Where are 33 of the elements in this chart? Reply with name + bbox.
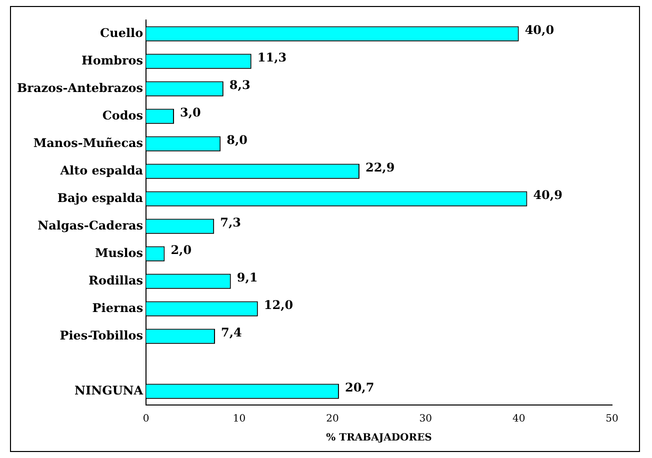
- data-label: 9,1: [236, 270, 258, 284]
- y-tick-label: Hombros: [82, 53, 144, 68]
- data-label: 22,9: [365, 160, 395, 174]
- y-tick-label: Manos-Muñecas: [33, 136, 144, 150]
- x-tick-label: 30: [419, 414, 432, 425]
- data-label: 8,0: [226, 132, 248, 147]
- y-tick-label: Bajo espalda: [57, 190, 144, 205]
- y-tick-label: Rodillas: [88, 273, 144, 288]
- x-tick-label: 10: [232, 414, 246, 425]
- x-tick-label: 50: [606, 414, 618, 425]
- y-tick-label: NINGUNA: [74, 383, 144, 398]
- data-label: 40,9: [533, 188, 562, 202]
- y-tick-label: Codos: [102, 108, 144, 122]
- data-label: 12,0: [264, 298, 294, 312]
- data-label: 8,3: [229, 78, 250, 92]
- y-tick-label: Piernas: [92, 300, 144, 315]
- data-label: 2,0: [170, 242, 192, 257]
- data-label: 3,0: [180, 105, 201, 120]
- data-label: 11,3: [257, 50, 287, 64]
- data-label: 7,3: [220, 215, 241, 230]
- y-tick-label: Nalgas-Caderas: [38, 218, 144, 232]
- y-tick-label: Brazos-Antebrazos: [16, 80, 144, 95]
- y-tick-label: Pies-Tobillos: [60, 328, 144, 342]
- y-tick-label: Cuello: [100, 26, 144, 40]
- data-label: 7,4: [221, 325, 242, 340]
- x-axis-title: % TRABAJADORES: [326, 432, 432, 444]
- data-label: 40,0: [524, 22, 554, 37]
- y-tick-label: Muslos: [94, 246, 144, 260]
- y-tick-label: Alto espalda: [59, 163, 144, 178]
- x-tick-label: 40: [512, 414, 526, 425]
- x-tick-label: 20: [326, 414, 339, 425]
- data-label: 20,7: [344, 380, 374, 394]
- x-tick-label: 0: [142, 414, 150, 425]
